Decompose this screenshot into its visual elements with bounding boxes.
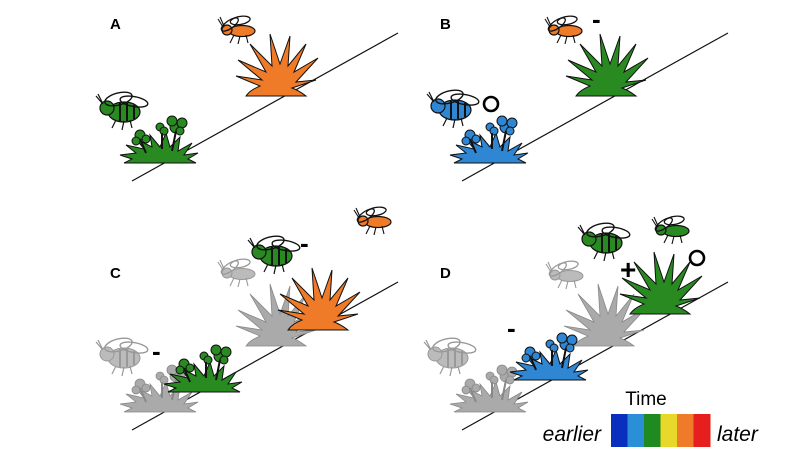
legend-swatch [660, 414, 678, 447]
panel-a-green-flower-plant [119, 115, 199, 164]
panel-b-blue-bee [426, 86, 481, 129]
panel-a-orange-wasp [217, 14, 256, 45]
legend-color-bar [611, 414, 711, 447]
panel-d: D - + [423, 214, 729, 431]
panel-d-neutral-circle-symbol [688, 249, 706, 267]
panel-a-orange-spiky-plant [235, 33, 319, 97]
legend-swatch [627, 414, 645, 447]
legend-swatch [693, 414, 711, 447]
panel-b-wasp-symbol: - [592, 4, 601, 34]
panel-d-letter: D [440, 265, 451, 282]
panel-c-green-bee [247, 232, 302, 275]
panel-c-letter: C [110, 265, 121, 282]
panel-d-green-hoverfly [651, 214, 690, 245]
panel-d-grey-bee [423, 334, 478, 377]
panel-b-orange-wasp [544, 14, 583, 45]
panel-c-grey-wasp [217, 257, 256, 288]
panel-c: C - - [95, 205, 399, 431]
panel-b-green-spiky-plant [565, 33, 649, 97]
panel-c-orange-wasp [353, 205, 392, 236]
panel-d-blue-flower-plant [509, 332, 589, 381]
panel-c-bee-symbol: - [152, 336, 161, 366]
panel-d-flower-symbol: - [507, 313, 516, 343]
panel-a: A [95, 14, 399, 182]
panel-b-neutral-circle-symbol [482, 95, 500, 113]
panel-c-grey-bee [95, 334, 150, 377]
legend-swatch [611, 414, 628, 447]
time-legend: Time earlier later [543, 389, 759, 447]
legend-title: Time [625, 389, 667, 410]
panel-b: B - [426, 4, 729, 182]
legend-swatch [644, 414, 661, 447]
panel-a-letter: A [110, 16, 121, 33]
panel-b-letter: B [440, 16, 451, 33]
panel-a-green-bee [95, 88, 150, 131]
panel-d-bee-symbol: + [620, 254, 636, 285]
legend-start-label: earlier [543, 423, 602, 446]
panel-c-flower-symbol: - [300, 228, 309, 258]
legend-end-label: later [717, 423, 759, 446]
legend-swatch [677, 414, 694, 447]
panel-d-grey-wasp [545, 259, 584, 290]
